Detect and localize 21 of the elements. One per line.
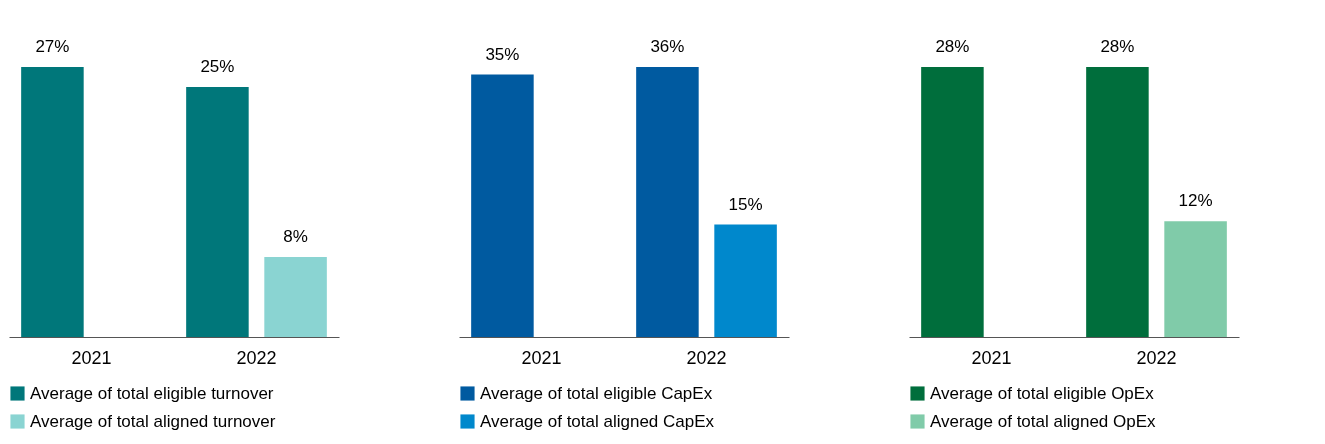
legend-label: Average of total eligible OpEx [930,383,1155,403]
x-tick-label: 2022 [236,347,277,368]
x-tick-label: 2021 [521,347,562,368]
legend-label: Average of total aligned CapEx [480,411,715,431]
x-tick-label: 2022 [1136,347,1177,368]
legend-label: Average of total eligible turnover [30,383,274,403]
legend-label: Average of total aligned OpEx [930,411,1157,431]
x-tick-label: 2021 [971,347,1012,368]
legend-label: Average of total aligned turnover [30,411,276,431]
x-tick-label: 2021 [71,347,112,368]
data-label: 27% [35,37,70,56]
data-label: 35% [485,44,520,64]
data-label: 12% [1178,191,1213,211]
data-label: 28% [1100,37,1135,56]
data-label: 15% [728,194,763,214]
data-label: 28% [935,37,970,56]
x-tick-label: 2022 [686,347,727,368]
data-label: 8% [283,227,308,246]
legend-label: Average of total eligible CapEx [480,383,713,403]
data-label: 25% [200,57,235,76]
data-label: 36% [650,37,685,56]
